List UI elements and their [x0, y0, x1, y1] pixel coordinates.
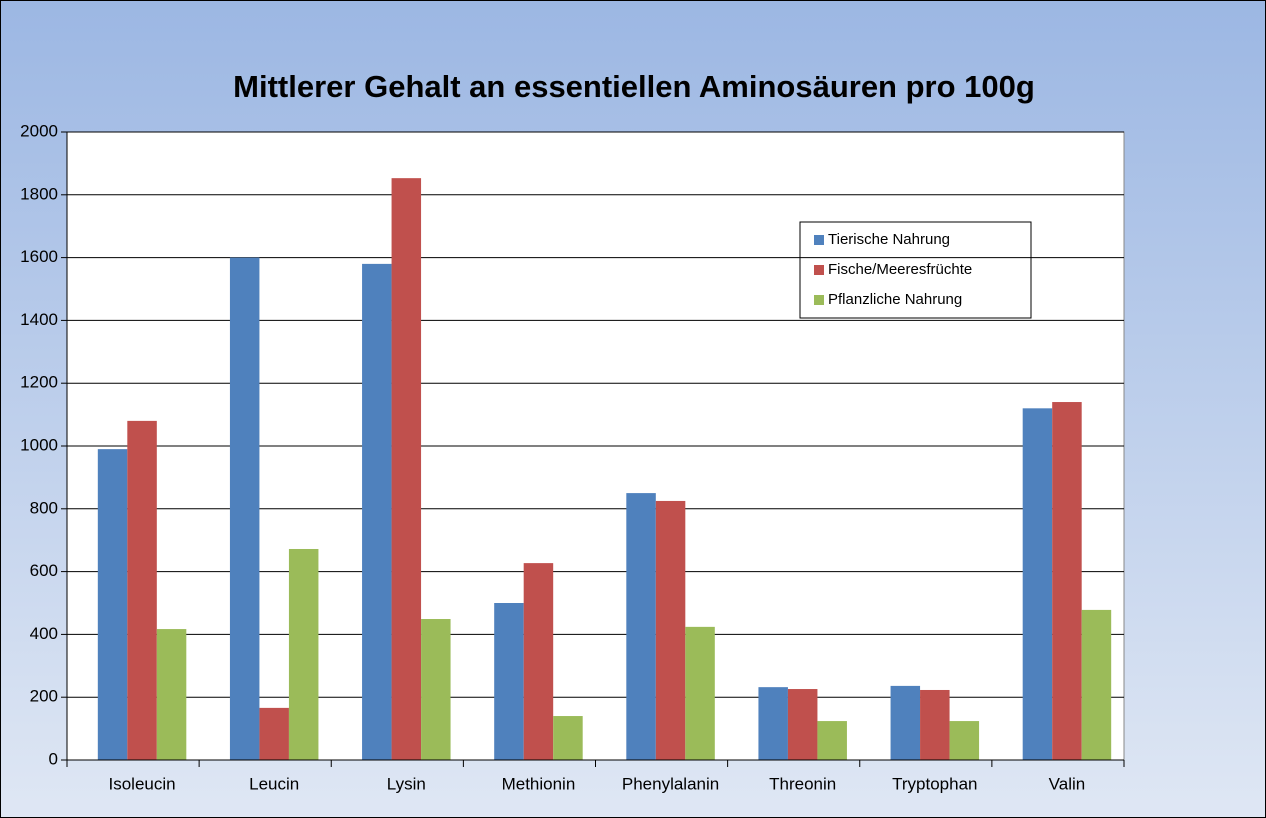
bar	[1052, 402, 1082, 760]
y-tick-label: 200	[30, 687, 58, 706]
y-tick-label: 800	[30, 498, 58, 517]
y-tick-label: 1000	[20, 435, 58, 454]
y-tick-label: 1200	[20, 373, 58, 392]
y-tick-label: 0	[49, 749, 58, 768]
bar	[127, 420, 157, 760]
x-tick-label: Phenylalanin	[622, 774, 719, 793]
bar	[787, 689, 818, 760]
y-tick-label: 2000	[20, 121, 58, 140]
legend-label: Pflanzliche Nahrung	[828, 291, 962, 308]
bar	[229, 257, 260, 760]
legend-box	[799, 221, 1032, 319]
bar	[626, 493, 656, 760]
x-tick-label: Leucin	[249, 774, 299, 793]
bar	[1081, 609, 1112, 760]
bar	[97, 449, 128, 760]
y-tick-label: 1400	[20, 310, 58, 329]
bar	[655, 500, 686, 760]
legend-label: Tierische Nahrung	[828, 231, 950, 248]
bar	[391, 178, 422, 760]
legend-swatch	[814, 235, 824, 245]
bar	[362, 263, 392, 760]
legend-label: Fische/Meeresfrüchte	[828, 261, 972, 278]
x-tick-label: Lysin	[387, 774, 426, 793]
bar	[259, 707, 289, 760]
x-tick-label: Threonin	[769, 774, 836, 793]
bar	[421, 619, 451, 760]
x-tick-label: Valin	[1049, 774, 1086, 793]
legend-swatch	[814, 295, 824, 305]
x-tick-label: Methionin	[502, 774, 576, 793]
bar	[817, 721, 847, 760]
bar	[890, 685, 921, 760]
legend-swatch	[814, 265, 824, 275]
x-tick-label: Isoleucin	[109, 774, 176, 793]
bar	[288, 548, 319, 760]
x-tick-label: Tryptophan	[892, 774, 977, 793]
y-tick-label: 600	[30, 561, 58, 580]
bar	[553, 716, 583, 760]
y-tick-label: 1600	[20, 247, 58, 266]
chart-title: Mittlerer Gehalt an essentiellen Aminosä…	[233, 69, 1035, 104]
bar	[1022, 408, 1053, 760]
y-tick-label: 1800	[20, 184, 58, 203]
bar	[156, 629, 187, 760]
bar	[920, 689, 950, 760]
bar	[523, 563, 554, 760]
bar	[758, 687, 788, 760]
bar	[949, 721, 980, 760]
bar	[494, 603, 524, 760]
legend: Tierische Nahrung Fische/Meeresfrüchte Pfl…	[799, 221, 1032, 319]
y-tick-label: 400	[30, 624, 58, 643]
bar	[685, 626, 715, 760]
